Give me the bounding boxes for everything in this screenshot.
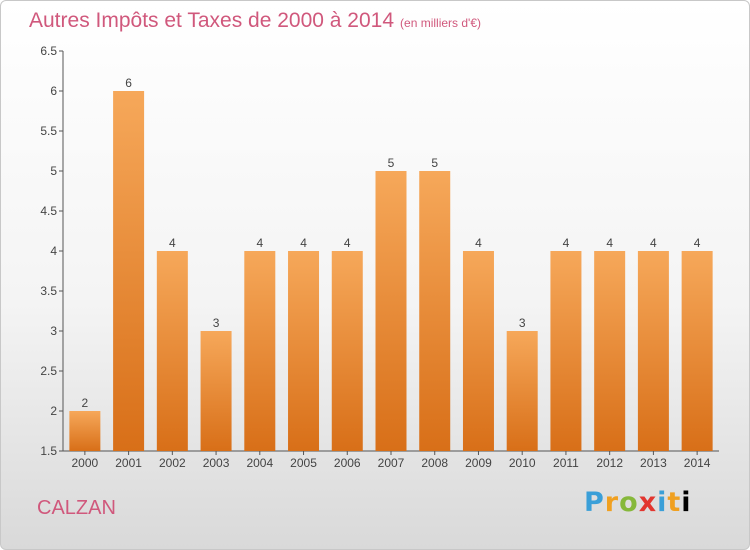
y-tick-label: 2.5 (40, 364, 57, 378)
bars: 2 6 4 3 4 4 4 5 5 4 3 4 4 4 4 (69, 76, 713, 451)
bar-value-label: 4 (256, 236, 263, 250)
bar-value-label: 4 (650, 236, 657, 250)
x-tick-label: 2009 (465, 456, 492, 470)
bar-value-label: 5 (388, 156, 395, 170)
y-tick-label: 4.5 (40, 204, 57, 218)
x-tick-label: 2002 (159, 456, 186, 470)
bar (594, 251, 626, 451)
chart-title: Autres Impôts et Taxes de 2000 à 2014 (en… (29, 9, 481, 33)
x-tick-label: 2013 (640, 456, 667, 470)
bar-value-label: 3 (519, 316, 526, 330)
bar-value-label: 4 (344, 236, 351, 250)
y-tick-label: 6.5 (40, 44, 57, 58)
bar (419, 171, 451, 451)
bar-value-label: 4 (694, 236, 701, 250)
bar (637, 251, 669, 451)
proxiti-logo[interactable]: Proxiti (584, 487, 692, 518)
y-tick-label: 4 (50, 244, 57, 258)
y-tick-label: 5 (50, 164, 57, 178)
x-tick-label: 2012 (596, 456, 623, 470)
x-tick-label: 2003 (203, 456, 230, 470)
y-tick-label: 3 (50, 324, 57, 338)
x-tick-label: 2001 (115, 456, 142, 470)
x-tick-label: 2010 (509, 456, 536, 470)
x-tick-label: 2011 (553, 456, 579, 470)
y-tick-label: 6 (50, 84, 57, 98)
commune-name: CALZAN (37, 497, 116, 519)
x-tick-label: 2004 (246, 456, 273, 470)
bar (506, 331, 538, 451)
bar-value-label: 4 (563, 236, 570, 250)
bar (200, 331, 232, 451)
bar (156, 251, 188, 451)
bar (69, 411, 101, 451)
y-tick-label: 1.5 (40, 444, 57, 458)
x-tick-label: 2006 (334, 456, 361, 470)
bar-value-label: 4 (606, 236, 613, 250)
bar-value-label: 4 (300, 236, 307, 250)
x-tick-label: 2008 (421, 456, 448, 470)
bar-value-label: 6 (125, 76, 132, 90)
bar (113, 91, 145, 451)
bar (462, 251, 494, 451)
bar-value-label: 5 (431, 156, 438, 170)
x-tick-label: 2007 (378, 456, 405, 470)
bar (244, 251, 276, 451)
bar-value-label: 2 (82, 396, 89, 410)
bar-value-label: 4 (169, 236, 176, 250)
y-tick-label: 2 (50, 404, 57, 418)
bar (375, 171, 407, 451)
y-tick-label: 5.5 (40, 124, 57, 138)
y-tick-label: 3.5 (40, 284, 57, 298)
x-tick-label: 2000 (72, 456, 99, 470)
chart-unit: (en milliers d'€) (400, 16, 482, 30)
bar (288, 251, 320, 451)
bar-value-label: 4 (475, 236, 482, 250)
x-tick-label: 2014 (684, 456, 711, 470)
chart-title-text: Autres Impôts et Taxes de 2000 à 2014 (29, 9, 395, 32)
bar (681, 251, 713, 451)
bar (331, 251, 363, 451)
bar (550, 251, 582, 451)
x-tick-label: 2005 (290, 456, 317, 470)
bar-value-label: 3 (213, 316, 220, 330)
